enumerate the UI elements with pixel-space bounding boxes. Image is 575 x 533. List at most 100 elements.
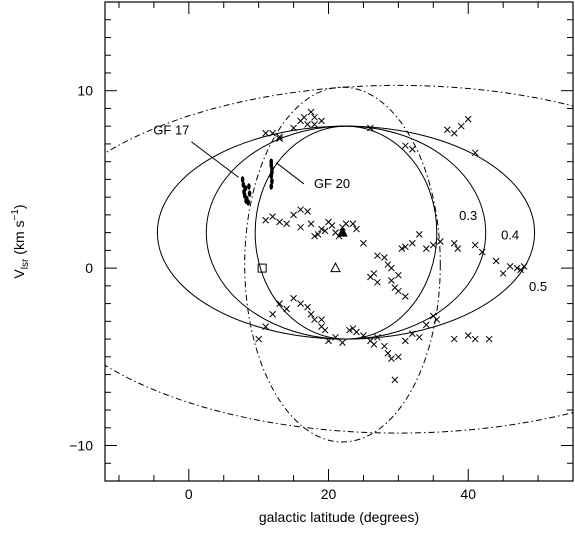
cross-marker [422, 245, 430, 252]
y-axis-label-unit: (km s [11, 220, 27, 254]
x-tick-label: 40 [460, 486, 476, 502]
cross-marker [304, 207, 311, 215]
cloud-point [270, 169, 274, 176]
solid-ellipse [205, 125, 487, 340]
y-axis-label-sub: lsr [20, 258, 31, 269]
cross-marker [311, 316, 318, 323]
cross-marker [300, 113, 308, 121]
cross-marker [422, 321, 430, 329]
leader-line [191, 141, 239, 178]
cross-marker [255, 335, 263, 343]
cross-marker [321, 326, 329, 334]
dashdot-ellipse [105, 84, 573, 434]
ellipse-curves [105, 84, 573, 443]
cross-marker [269, 310, 276, 318]
cross-marker [374, 278, 381, 286]
x-axis-label: galactic latitude (degrees) [259, 509, 419, 525]
filled-triangle-marker [337, 226, 348, 237]
cross-marker [269, 129, 276, 137]
cross-marker [311, 113, 318, 121]
cross-marker [471, 241, 479, 249]
cross-marker [283, 220, 290, 228]
y-axis-label-unit-close: ) [11, 204, 27, 209]
cross-marker [321, 227, 329, 235]
cross-marker [276, 300, 283, 307]
cross-marker [307, 220, 315, 228]
cross-marker [353, 225, 360, 233]
cross-marker [269, 213, 276, 221]
cross-marker [457, 122, 465, 130]
cross-marker [499, 270, 507, 277]
cross-marker [314, 231, 322, 238]
cross-marker [349, 220, 357, 228]
cross-marker [311, 232, 318, 240]
cross-marker [415, 333, 423, 341]
cross-marker [332, 333, 339, 341]
cross-marker [381, 342, 388, 350]
cloud-point [243, 185, 248, 192]
x-tick-label: 0 [185, 486, 193, 502]
cloud-point [269, 162, 274, 169]
plot-frame [104, 1, 574, 482]
cross-marker [346, 326, 353, 334]
cross-marker [450, 239, 458, 247]
cross-marker [290, 294, 297, 302]
cross-marker [304, 121, 311, 128]
annotations: 0.3 0.4 0.5 GF 17 GF 20 [153, 123, 547, 294]
cross-marker [311, 121, 318, 128]
cross-marker [450, 129, 458, 137]
cross-marker [402, 337, 409, 345]
open-triangle-marker [330, 262, 341, 273]
cross-marker [485, 335, 493, 343]
cross-marker [318, 117, 325, 125]
cross-marker [520, 262, 528, 270]
cross-marker [342, 220, 350, 228]
cross-marker [429, 241, 437, 249]
cross-marker [415, 231, 423, 238]
cross-marker [276, 133, 283, 141]
cross-marker [478, 248, 486, 256]
cloud-point [269, 183, 274, 190]
axes: 0 20 40 −10 0 10 [69, 1, 574, 502]
cross-marker [276, 135, 283, 142]
cross-marker [395, 271, 402, 279]
cloud-label: GF 17 [153, 123, 189, 138]
cross-marker [339, 339, 346, 346]
cross-marker [370, 270, 378, 277]
cross-marker [391, 376, 399, 384]
cross-marker [304, 303, 311, 311]
cross-marker [398, 245, 406, 252]
cross-marker [450, 335, 458, 343]
cross-marker [360, 332, 367, 339]
cross-marker [433, 316, 441, 323]
cross-marker [297, 206, 304, 213]
cross-marker [290, 211, 297, 219]
cross-marker [374, 252, 381, 260]
cross-marker [297, 223, 304, 231]
cross-marker [388, 277, 395, 284]
solid-ellipse [156, 125, 536, 340]
cloud-point [240, 176, 245, 183]
cross-marker [408, 330, 416, 338]
cross-marker [464, 332, 472, 339]
cross-marker [388, 264, 395, 272]
y-tick-label: −10 [69, 438, 93, 454]
y-axis-label-unit-exp: −1 [10, 209, 21, 221]
open-square-marker [257, 263, 267, 273]
solid-ellipse [254, 125, 438, 340]
cross-marker [402, 293, 409, 300]
cross-marker [283, 305, 290, 313]
cross-marker [374, 333, 381, 341]
y-axis-label: Vlsr (km s−1) [10, 204, 31, 278]
cross-marker [395, 353, 402, 361]
cross-marker [307, 310, 315, 318]
cloud-point [242, 192, 247, 199]
cross-marker [384, 349, 392, 357]
cross-marker [307, 108, 315, 116]
ellipse-label: 0.5 [529, 279, 547, 294]
cloud-point [247, 190, 252, 197]
cross-marker [360, 239, 367, 247]
cross-marker [370, 341, 378, 348]
